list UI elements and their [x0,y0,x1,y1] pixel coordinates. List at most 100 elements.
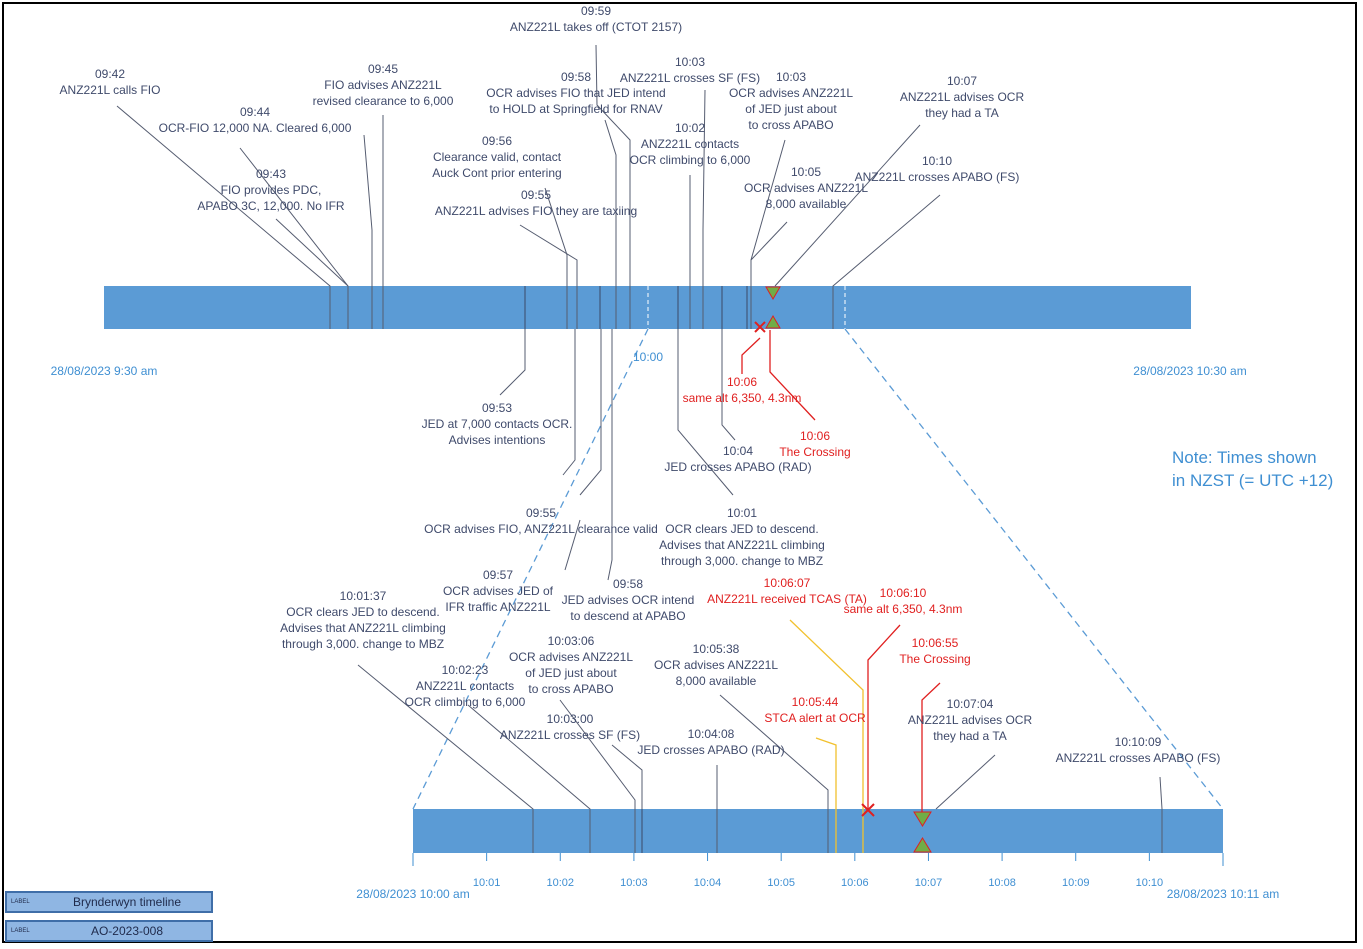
event-annotation: 09:43 FIO provides PDC, APABO 3C, 12,000. … [197,167,345,213]
event-text: JED at 7,000 contacts OCR. [422,417,573,431]
detail-tick-label: 10:04 [694,877,722,889]
event-text: same alt 6,350, 4.3nm [844,602,963,616]
event-annotation: 10:10:09 ANZ221L crosses APABO (FS) [1056,735,1221,765]
main-end-label: 28/08/2023 10:30 am [1133,364,1246,378]
event-annotation: 09:42 ANZ221L calls FIO [60,67,161,97]
event-text: Clearance valid, contact [433,150,562,164]
event-time: 10:06:07 [764,576,811,590]
label-tag: LABEL [11,928,30,934]
event-text: same alt 6,350, 4.3nm [683,391,802,405]
event-text: through 3,000. change to MBZ [661,554,823,568]
event-time: 10:06 [800,429,830,443]
event-time: 10:03:06 [548,634,595,648]
detail-tick-label: 10:06 [841,877,869,889]
event-text: ANZ221L crosses SF (FS) [620,71,760,85]
label-text: Brynderwyn timeline [72,895,182,909]
event-time: 10:06:55 [912,636,959,650]
timezone-note: Note: Times shown in NZST (= UTC +12) [1172,446,1342,492]
event-text: FIO provides PDC, [221,183,322,197]
event-annotation: 10:01 OCR clears JED to descend. Advises t… [659,506,825,568]
event-annotation: 09:53 JED at 7,000 contacts OCR. Advises i… [422,401,573,447]
event-time: 10:06:10 [880,586,927,600]
event-text: Advises that ANZ221L climbing [280,621,446,635]
event-text: 8,000 available [766,197,847,211]
event-text: ANZ221L contacts [416,679,514,693]
event-time: 10:05 [791,165,821,179]
event-time: 09:56 [482,134,512,148]
event-text: ANZ221L received TCAS (TA) [707,592,867,606]
event-text: The Crossing [899,652,970,666]
detail-tick-label: 10:08 [988,877,1016,889]
event-text: to HOLD at Springfield for RNAV [489,102,662,116]
main-start-label: 28/08/2023 9:30 am [51,364,158,378]
event-annotation: 10:05:38 OCR advises ANZ221L 8,000 availab… [654,642,778,688]
detail-tick-label: 10:02 [547,877,575,889]
event-annotation: 09:44 OCR-FIO 12,000 NA. Cleared 6,000 [159,105,352,135]
event-text: OCR advises FIO, ANZ221L clearance valid [424,522,658,536]
detail-tick-label: 10:01 [473,877,501,889]
event-text: ANZ221L advises FIO they are taxiing [435,204,637,218]
label-brynderwyn-timeline: LABEL Brynderwyn timeline [5,891,213,913]
event-text: OCR advises FIO that JED intend [486,86,665,100]
detail-same-alt-x-marker [861,803,875,817]
detail-tick-labels: 10:01 10:02 10:03 10:04 10:05 10:06 10:07 10:08… [473,877,1163,889]
event-text: ANZ221L advises OCR [900,90,1025,104]
detail-axis-ticks [412,853,1224,866]
event-text: IFR traffic ANZ221L [445,600,550,614]
event-text: OCR clears JED to descend. [286,605,439,619]
event-time: 10:04:08 [688,727,735,741]
event-time: 10:07:04 [947,697,994,711]
event-time: 10:03 [776,70,806,84]
event-text: to cross APABO [528,682,613,696]
note-line-1: Note: Times shown [1172,448,1317,467]
event-text: OCR advises JED of [443,584,554,598]
event-text: APABO 3C, 12,000. No IFR [197,199,345,213]
event-annotation: 10:07:04 ANZ221L advises OCR they had a TA [908,697,1033,743]
event-text: through 3,000. change to MBZ [282,637,444,651]
detail-end-label: 28/08/2023 10:11 am [1167,887,1280,901]
event-time: 09:43 [256,167,286,181]
event-text: ANZ221L crosses APABO (FS) [855,170,1020,184]
event-time: 09:44 [240,105,270,119]
event-annotation: 10:06 The Crossing [779,429,850,459]
event-annotation: 10:03 ANZ221L crosses SF (FS) [620,55,760,85]
event-text: Auck Cont prior entering [432,166,561,180]
event-text: OCR advises ANZ221L [729,86,853,100]
zoom-guide-left [412,328,649,810]
event-text: OCR advises ANZ221L [509,650,633,664]
zoom-guide-right [844,328,1224,810]
event-time: 09:57 [483,568,513,582]
event-text: ANZ221L contacts [641,137,739,151]
event-text: JED advises OCR intend [562,593,695,607]
event-annotation: 09:59 ANZ221L takes off (CTOT 2157) [510,4,682,34]
detail-start-label: 28/08/2023 10:00 am [356,887,469,901]
crossing-marker-down [765,286,781,300]
detail-timeline-bar [413,809,1223,853]
event-annotation: 10:06 same alt 6,350, 4.3nm [683,375,802,405]
event-text: OCR climbing to 6,000 [630,153,751,167]
event-text: of JED just about [525,666,617,680]
event-annotation: 09:58 OCR advises FIO that JED intend to H… [486,70,665,116]
label-text: AO-2023-008 [90,924,164,938]
event-annotation: 10:04 JED crosses APABO (RAD) [664,444,811,474]
event-time: 09:45 [368,62,398,76]
event-text: they had a TA [925,106,999,120]
event-time: 10:06 [727,375,757,389]
event-time: 09:53 [482,401,512,415]
event-text: revised clearance to 6,000 [313,94,454,108]
event-time: 09:55 [521,188,551,202]
detail-tick-label: 10:05 [767,877,795,889]
event-text: Advises that ANZ221L climbing [659,538,825,552]
event-text: FIO advises ANZ221L [324,78,442,92]
detail-tick-label: 10:03 [620,877,648,889]
event-text: 8,000 available [676,674,757,688]
event-text: to descend at APABO [570,609,685,623]
event-time: 09:55 [526,506,556,520]
same-alt-x-marker [754,321,766,333]
event-text: JED crosses APABO (RAD) [637,743,784,757]
event-annotation: 10:03 OCR advises ANZ221L of JED just abou… [729,70,853,132]
event-annotation: 10:05 OCR advises ANZ221L 8,000 available [744,165,868,211]
event-text: ANZ221L calls FIO [60,83,161,97]
